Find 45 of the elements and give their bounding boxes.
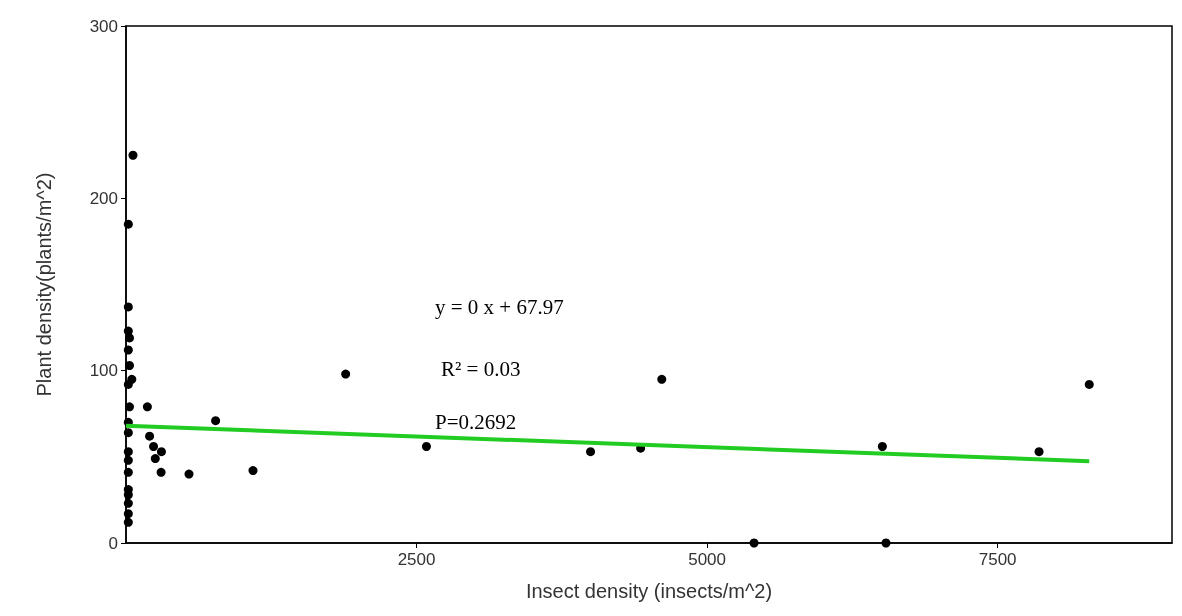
point [184, 469, 194, 479]
annotation: R² = 0.03 [441, 356, 521, 381]
point [127, 374, 137, 384]
point [123, 302, 133, 312]
point [125, 333, 134, 343]
x-tick-label: 7500 [978, 550, 1017, 569]
y-tick-label: 0 [108, 533, 118, 553]
point [123, 467, 133, 477]
y-axis-title: Plant density(plants/m^2) [33, 172, 55, 397]
point [128, 150, 138, 160]
point [125, 361, 134, 370]
y-tick-label: 200 [89, 188, 118, 208]
point [1034, 447, 1044, 457]
point [248, 466, 258, 476]
point [123, 509, 133, 519]
x-axis-title: Insect density (insects/m^2) [525, 580, 773, 602]
point [1084, 379, 1094, 389]
point [142, 402, 152, 412]
point [156, 447, 166, 457]
point [749, 538, 759, 548]
point [881, 538, 891, 548]
point [586, 447, 596, 457]
point [123, 428, 133, 438]
point [123, 447, 133, 457]
point [145, 431, 155, 441]
point [150, 454, 160, 464]
y-tick-label: 100 [89, 361, 118, 381]
point [341, 369, 351, 379]
point [211, 416, 221, 426]
point [123, 517, 133, 527]
x-tick-label: 5000 [688, 550, 727, 569]
point [877, 442, 887, 451]
point [123, 345, 133, 355]
point [123, 219, 133, 229]
point [123, 498, 133, 508]
annotation: P=0.2692 [435, 409, 517, 434]
point [149, 442, 159, 451]
annotation: y = 0 x + 67.97 [435, 294, 564, 319]
point [657, 374, 667, 384]
point [123, 455, 133, 465]
point [125, 402, 134, 412]
point [421, 442, 431, 451]
point [156, 467, 166, 477]
x-tick-label: 2500 [397, 550, 436, 569]
y-tick-label: 300 [89, 16, 118, 36]
